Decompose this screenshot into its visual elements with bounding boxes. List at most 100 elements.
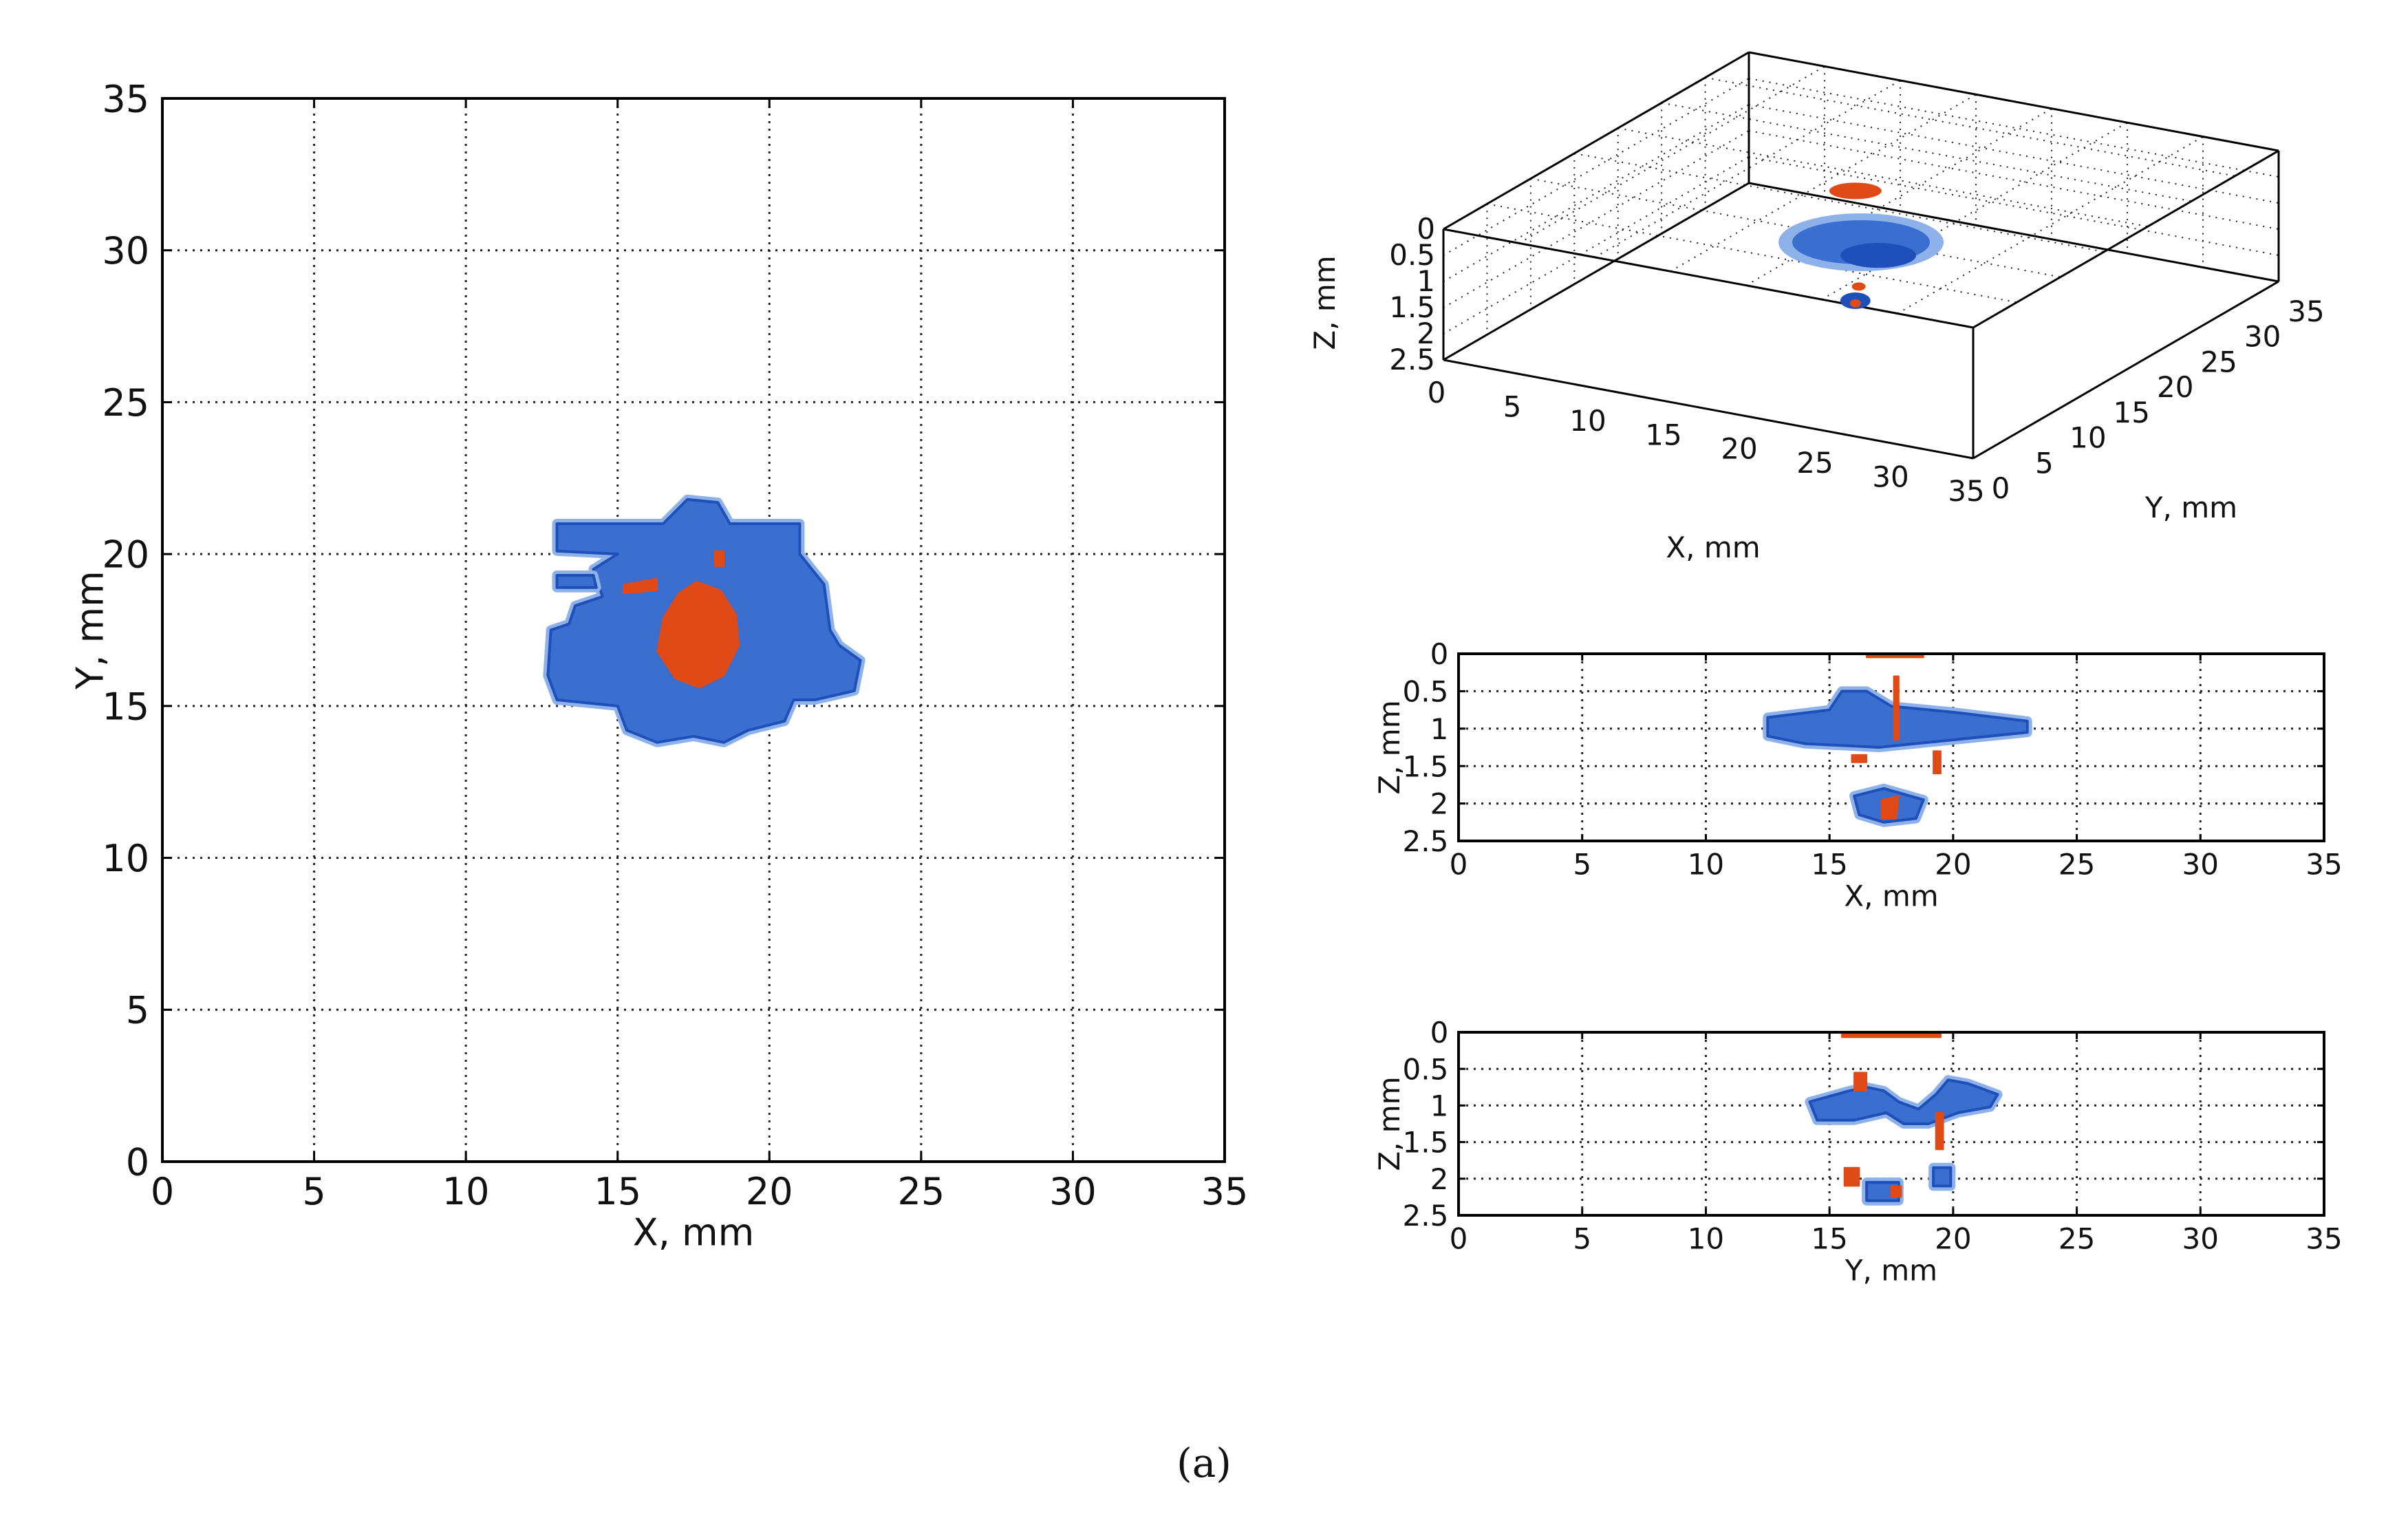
3d-grid-line — [1748, 78, 2279, 178]
3d-grid-line — [1518, 65, 1825, 244]
xy-view-panel: 0 5 10 15 20 25 30 35 0 5 10 15 20 25 30 35 X, mm Y, mm — [69, 77, 1249, 1254]
yz-view-y-tick-label: 2.5 — [1403, 1199, 1449, 1233]
3d-z-tick-label: 1.5 — [1389, 290, 1435, 324]
3d-grid-line — [1443, 156, 1750, 334]
xy-view-y-tick-label: 35 — [102, 77, 149, 120]
xz-view-region-red — [1893, 675, 1900, 741]
xy-y-axis-label: Y, mm — [69, 570, 112, 690]
3d-blobs — [1778, 182, 1944, 309]
xz-view-y-tick-label: 2 — [1430, 787, 1449, 821]
yz-view-x-tick-label: 35 — [2305, 1222, 2342, 1255]
yz-view-region-blue — [1932, 1166, 1953, 1188]
xy-view-x-tick-label: 10 — [442, 1170, 490, 1213]
xy-view-y-tick-label: 15 — [102, 685, 149, 728]
xz-view-y-tick-label: 0 — [1430, 637, 1449, 671]
xz-view-x-tick-label: 30 — [2182, 847, 2219, 881]
3d-grid-line — [1748, 104, 2279, 204]
3d-x-tick-label: 10 — [1569, 404, 1606, 438]
3d-x-tick-label: 5 — [1503, 390, 1522, 423]
xy-plot-frame — [161, 97, 1226, 1163]
yz-view-x-tick-label: 15 — [1811, 1222, 1847, 1255]
xy-x-axis-label: X, mm — [633, 1211, 755, 1255]
yz-view-x-tick-label: 25 — [2058, 1222, 2095, 1255]
3d-box-edge — [1972, 280, 2279, 460]
yz-y-axis-label: Y, mm — [1845, 1254, 1937, 1288]
3d-z-tick-label: 2.5 — [1389, 343, 1435, 376]
3d-x-tick-label: 0 — [1428, 376, 1446, 409]
3d-grid-line — [1443, 78, 1750, 256]
xy-view-x-tick-label: 30 — [1049, 1170, 1097, 1213]
3d-y-tick-label: 10 — [2070, 421, 2106, 455]
3d-x-tick-label: 15 — [1645, 418, 1681, 451]
xz-view-y-tick-label: 2.5 — [1403, 824, 1449, 858]
3d-box-edge — [1748, 182, 2279, 283]
xy-view-region-red — [713, 550, 725, 567]
3d-grid-line — [1748, 156, 2279, 256]
3d-box-edge — [1443, 51, 1750, 231]
yz-view-y-tick-label: 0 — [1430, 1016, 1449, 1049]
3d-y-tick-label: 30 — [2244, 320, 2281, 354]
3d-grid-line — [1705, 76, 2235, 177]
3d-grid-line — [1574, 152, 2105, 253]
yz-view-y-tick-label: 2 — [1430, 1162, 1449, 1196]
xz-view-region-red — [1880, 795, 1900, 820]
yz-view-x-tick-label: 30 — [2182, 1222, 2219, 1255]
yz-view-region-red — [1843, 1166, 1860, 1187]
yz-plot-frame — [1457, 1031, 2325, 1217]
3d-x-tick-label: 35 — [1948, 474, 1984, 508]
xy-view-region-blue — [555, 574, 598, 589]
yz-view-x-tick-label: 0 — [1450, 1222, 1468, 1255]
xz-view-x-tick-label: 25 — [2058, 847, 2095, 881]
figure-caption: (a) — [1176, 1440, 1232, 1486]
xy-regions — [543, 494, 866, 747]
xy-view-x-tick-label: 35 — [1201, 1170, 1249, 1213]
yz-view-y-tick-label: 0.5 — [1403, 1052, 1449, 1086]
3d-grid-line — [1897, 136, 2204, 314]
xz-ticks: 0 5 10 15 20 25 30 35 0 0.511.5 22.5 — [1403, 637, 2343, 881]
yz-z-axis-label: Z, mm — [1373, 1076, 1406, 1171]
yz-view-region-red — [1853, 1071, 1868, 1092]
3d-x-tick-label: 20 — [1721, 432, 1757, 466]
3d-z-tick-label: 2 — [1417, 317, 1435, 350]
xz-view-region-red — [1933, 750, 1942, 775]
3d-y-tick-label: 15 — [2114, 396, 2150, 429]
3d-blob-red — [1829, 182, 1882, 200]
3d-z-tick-label: 1 — [1417, 264, 1435, 298]
3d-y-tick-label: 25 — [2200, 345, 2237, 378]
yz-view-y-tick-label: 1 — [1430, 1089, 1449, 1123]
3d-box-edge — [1443, 182, 1750, 361]
xy-view-region-red — [656, 580, 740, 689]
xz-x-axis-label: X, mm — [1844, 879, 1938, 913]
xy-view-y-tick-label: 5 — [126, 989, 149, 1032]
xz-view-x-tick-label: 20 — [1935, 847, 1971, 881]
3d-box-edge — [1748, 51, 2279, 152]
3d-blob-red — [1849, 299, 1861, 308]
xy-view-y-tick-label: 25 — [102, 381, 149, 425]
3d-x-axis-label: X, mm — [1666, 531, 1760, 564]
3d-view-panel: 0 5 10 15 20 25 30 35 0510152025303500.511.522.5… — [1308, 51, 2325, 564]
3d-box — [1442, 51, 2280, 460]
3d-x-tick-label: 25 — [1796, 446, 1833, 480]
xy-view-x-tick-label: 5 — [302, 1170, 325, 1213]
xy-view-y-tick-label: 10 — [102, 837, 149, 880]
3d-y-tick-label: 20 — [2157, 370, 2193, 404]
xy-view-y-tick-label: 0 — [126, 1140, 149, 1184]
3d-box-edge — [1443, 359, 1974, 460]
xz-z-axis-label: Z, mm — [1373, 700, 1406, 794]
xy-view-x-tick-label: 25 — [897, 1170, 945, 1213]
yz-view-x-tick-label: 5 — [1573, 1222, 1591, 1255]
3d-grid-line — [1821, 122, 2128, 301]
xy-ticks: 0 5 10 15 20 25 30 35 0 5 10 15 20 25 30 35 — [102, 77, 1248, 1213]
3d-blob-blue — [1840, 243, 1916, 268]
xz-view-y-tick-label: 0.5 — [1403, 675, 1449, 709]
xy-view-region-red — [623, 577, 658, 595]
3d-blob-red — [1851, 282, 1866, 291]
xz-view-x-tick-label: 15 — [1811, 847, 1847, 881]
xy-view-y-tick-label: 20 — [102, 533, 149, 577]
3d-grid-line — [1443, 130, 1750, 308]
xz-plot-frame — [1457, 652, 2325, 842]
yz-view-region-red — [1891, 1185, 1902, 1198]
3d-grid-line — [1617, 127, 2148, 228]
